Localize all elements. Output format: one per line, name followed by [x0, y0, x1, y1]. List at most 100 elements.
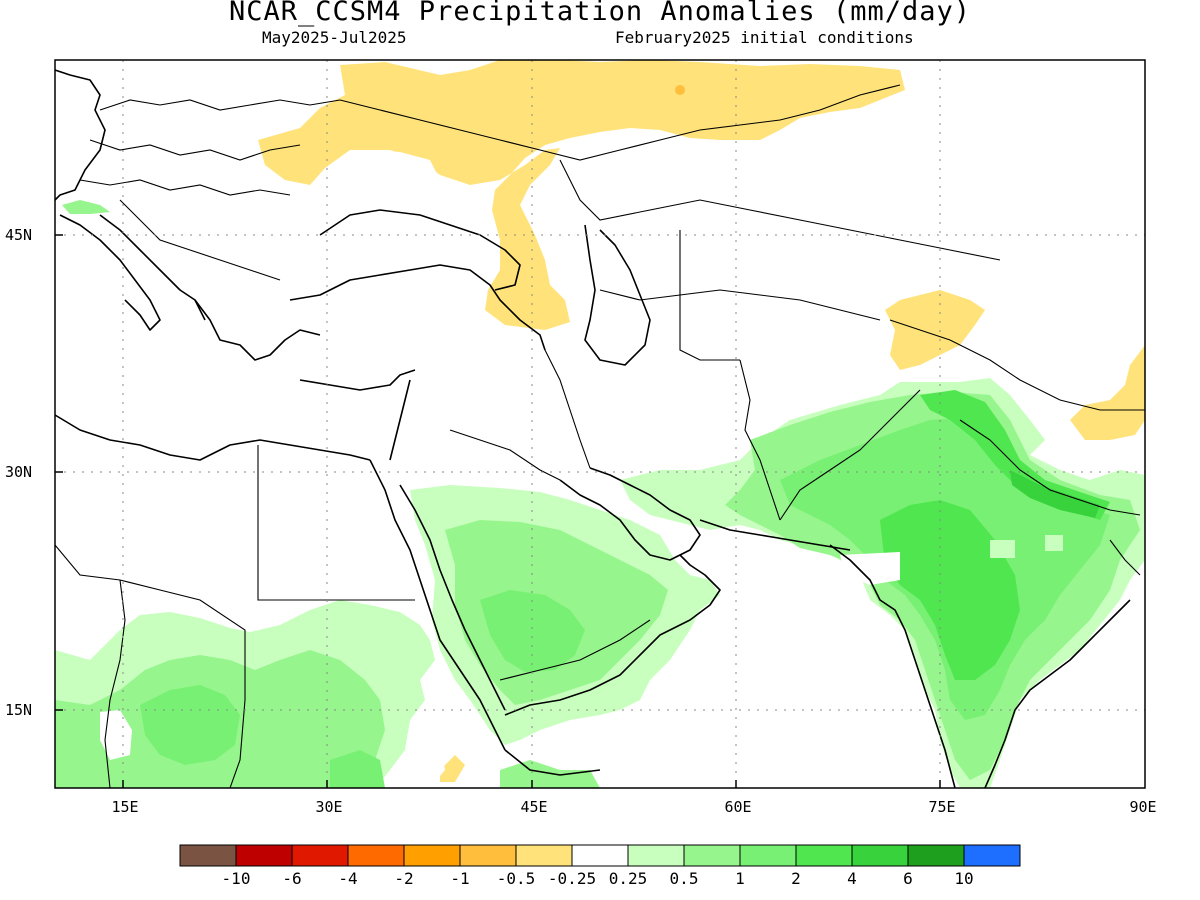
coastline-caspian — [584, 224, 651, 366]
border-layer — [55, 84, 1145, 788]
colorbar-swatch — [739, 844, 797, 867]
colorbar-label: 0.5 — [669, 869, 699, 888]
ytick-45n: 45N — [5, 226, 33, 244]
colorbar-swatch — [851, 844, 909, 867]
wet-anomaly-gap-1 — [990, 540, 1015, 558]
border-sudan — [55, 544, 246, 788]
border-eu-3 — [79, 179, 291, 196]
coastline-levant — [389, 379, 411, 461]
colorbar-label: 1 — [735, 869, 745, 888]
colorbar-swatch — [795, 844, 853, 867]
coastline-india-east — [984, 599, 1131, 788]
dry-anomaly-core — [675, 85, 685, 95]
border-saudi — [449, 429, 561, 481]
border-eu-1 — [99, 99, 341, 111]
border-russia — [339, 84, 901, 161]
coastline-europe — [55, 69, 106, 201]
xtick-60e: 60E — [724, 798, 752, 816]
wet-anomaly-himalaya-core — [920, 390, 1110, 520]
xtick-30e: 30E — [315, 798, 343, 816]
coastline-turkey — [289, 264, 546, 351]
colorbar-label: -0.25 — [547, 869, 597, 888]
wet-anomaly-africa-core-2 — [330, 750, 385, 788]
wet-anomaly-india-core — [880, 500, 1020, 680]
colorbar-label: -1 — [450, 869, 470, 888]
colorbar-label: -6 — [282, 869, 302, 888]
colorbar-swatch — [291, 844, 349, 867]
graticule — [55, 60, 1145, 788]
wet-anomaly-africa-core — [140, 685, 240, 765]
ytick-30n: 30N — [5, 463, 33, 481]
border-china — [889, 319, 1145, 411]
border-iran-east — [739, 359, 781, 521]
coastline-turkey-south — [299, 369, 416, 391]
xtick-45e: 45E — [520, 798, 548, 816]
border-pakistan — [779, 389, 921, 521]
wet-anomaly-balkans — [62, 200, 110, 214]
xtick-90e: 90E — [1129, 798, 1157, 816]
colorbar-swatch — [963, 844, 1021, 867]
border-central-asia — [599, 289, 881, 321]
colorbar-label: -0.5 — [496, 869, 536, 888]
border-egypt — [257, 445, 415, 601]
colorbar-label: 2 — [791, 869, 801, 888]
xtick-75e: 75E — [928, 798, 956, 816]
colorbar-swatch — [235, 844, 293, 867]
coastline-greece — [194, 299, 321, 361]
initial-conditions: February2025 initial conditions — [615, 28, 914, 47]
colorbar-label: 0.25 — [608, 869, 648, 888]
dry-anomaly-tian-shan — [885, 290, 985, 370]
colorbar-label: 6 — [903, 869, 913, 888]
dry-anomaly-ethiopia — [440, 755, 465, 782]
coastline-red-sea-west — [369, 459, 506, 751]
coastline-horn — [504, 749, 601, 776]
coastline-persian-gulf — [559, 467, 701, 561]
coastline-red-sea-east — [399, 484, 506, 711]
tick-marks — [55, 234, 941, 788]
wet-anomaly-africa-hole — [100, 710, 132, 760]
wet-anomaly-arabia-core — [480, 590, 585, 672]
dry-anomaly-east-europe-hole — [340, 150, 440, 200]
coastline-arabia-south — [504, 554, 721, 716]
wet-anomaly-himalaya-strong — [1010, 470, 1100, 518]
border-kazakhstan — [559, 159, 1001, 261]
colorbar-label: 4 — [847, 869, 857, 888]
wet-anomaly-gap-2 — [1045, 535, 1063, 551]
coastline-iran-south — [699, 519, 851, 551]
chart-title: NCAR_CCSM4 Precipitation Anomalies (mm/d… — [229, 0, 971, 27]
border-eu-4 — [119, 199, 281, 281]
wet-anomaly-gap-3 — [840, 552, 900, 585]
dry-anomaly-tibet — [1070, 345, 1145, 440]
colorbar-swatch — [459, 844, 517, 867]
colorbar-swatch — [683, 844, 741, 867]
colorbar-swatch — [907, 844, 965, 867]
colorbar-label: -4 — [338, 869, 358, 888]
forecast-period: May2025-Jul2025 — [262, 28, 407, 47]
coastline-north-africa — [55, 414, 371, 461]
colorbar-label: -2 — [394, 869, 414, 888]
wet-anomaly-africa-hole-2 — [410, 740, 445, 788]
border-eu-2 — [89, 139, 301, 161]
coastline-italy — [59, 214, 161, 331]
colorbar — [179, 844, 1021, 867]
colorbar-label: -10 — [221, 869, 251, 888]
colorbar-swatch — [515, 844, 573, 867]
colorbar-swatch — [571, 844, 629, 867]
colorbar-label: 10 — [954, 869, 974, 888]
border-india-bangladesh — [1109, 539, 1141, 576]
coastline-layer — [55, 69, 1131, 788]
xtick-15e: 15E — [111, 798, 139, 816]
dry-anomaly-eastern-europe — [258, 60, 905, 330]
border-iran — [544, 349, 591, 469]
border-turkmenistan — [679, 230, 740, 361]
anomaly-layer — [55, 60, 1145, 788]
coastline-black-sea — [319, 209, 521, 291]
colorbar-swatch — [179, 844, 237, 867]
border-yemen — [499, 619, 651, 681]
colorbar-swatch — [627, 844, 685, 867]
border-india-nepal — [959, 419, 1141, 516]
colorbar-swatch — [347, 844, 405, 867]
map-frame — [54, 59, 1146, 789]
ytick-15n: 15N — [5, 701, 33, 719]
